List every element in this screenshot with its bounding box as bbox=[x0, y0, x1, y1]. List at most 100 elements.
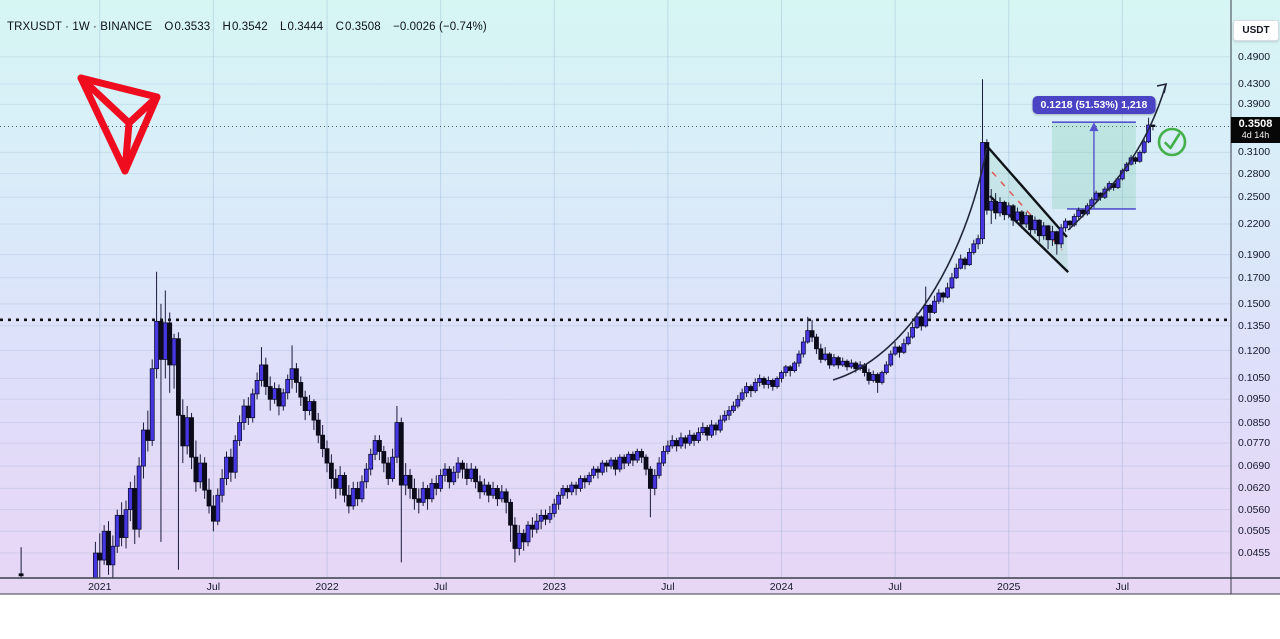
candle-body bbox=[232, 440, 238, 473]
candle-body bbox=[613, 459, 618, 470]
candle-body bbox=[962, 258, 968, 266]
candle-body bbox=[975, 238, 981, 245]
candle-body bbox=[547, 513, 553, 520]
candle-body bbox=[1133, 157, 1138, 162]
candle-body bbox=[438, 474, 444, 489]
candle-body bbox=[1028, 215, 1033, 231]
symbol-title[interactable]: TRXUSDT · 1W · BINANCE bbox=[7, 21, 153, 33]
candle-body bbox=[779, 372, 784, 379]
candle-body bbox=[346, 494, 352, 507]
candle-body bbox=[940, 292, 946, 298]
candle-body bbox=[215, 494, 221, 522]
candle-body bbox=[1045, 225, 1051, 241]
candle-body bbox=[473, 468, 478, 483]
candle-body bbox=[1023, 215, 1029, 225]
candle-body bbox=[910, 327, 915, 338]
candle-body bbox=[1058, 227, 1064, 245]
candle-body bbox=[630, 453, 636, 461]
candle-body bbox=[927, 304, 933, 313]
candle-body bbox=[385, 462, 391, 479]
candle-body bbox=[272, 388, 277, 400]
candle-body bbox=[883, 364, 889, 373]
price-axis-label: 0.0505 bbox=[1238, 525, 1271, 538]
channel-midline bbox=[991, 171, 1063, 251]
trend-curve-1[interactable] bbox=[832, 147, 988, 381]
candle-body bbox=[626, 453, 631, 464]
candle-body bbox=[617, 456, 623, 470]
price-range-measure-label[interactable]: 0.1218 (51.53%) 1,218 bbox=[1032, 96, 1156, 114]
candle-body bbox=[757, 378, 763, 383]
candle-body bbox=[765, 380, 771, 385]
price-axis-label: 0.0950 bbox=[1238, 393, 1271, 406]
candle-body bbox=[202, 462, 208, 491]
candle-body bbox=[879, 372, 885, 383]
price-axis-label: 0.3900 bbox=[1238, 98, 1271, 111]
candle-body bbox=[219, 478, 225, 496]
candle-body bbox=[394, 422, 400, 458]
candle-body bbox=[241, 405, 247, 423]
candle-body bbox=[101, 530, 107, 561]
plot-area[interactable] bbox=[0, 0, 1231, 639]
candle-body bbox=[1015, 211, 1020, 221]
candle-body bbox=[892, 346, 898, 355]
candle-body bbox=[665, 445, 671, 452]
candle-body bbox=[656, 462, 662, 476]
candle-body bbox=[307, 401, 312, 412]
candle-body bbox=[639, 451, 645, 458]
candle-body bbox=[652, 474, 658, 489]
candle-body bbox=[1006, 205, 1012, 216]
candle-body bbox=[363, 468, 369, 483]
candle-body bbox=[770, 380, 776, 387]
candle-body bbox=[184, 417, 190, 447]
candle-body bbox=[538, 514, 544, 522]
candle-body bbox=[713, 424, 719, 431]
candle-body bbox=[499, 491, 505, 500]
candle-body bbox=[936, 292, 942, 302]
candle-body bbox=[897, 346, 902, 353]
channel-upper-trendline[interactable] bbox=[985, 145, 1068, 238]
candle-body bbox=[490, 488, 496, 496]
trend-curve-2[interactable] bbox=[1067, 83, 1167, 231]
candle-body bbox=[398, 422, 404, 486]
candle-body bbox=[578, 478, 583, 489]
candle-body bbox=[403, 474, 409, 486]
price-axis-label: 0.1050 bbox=[1238, 372, 1271, 385]
candle-body bbox=[569, 484, 575, 493]
candle-body bbox=[744, 386, 749, 394]
candle-body bbox=[263, 364, 269, 387]
candle-body bbox=[93, 552, 98, 578]
tron-logo-icon bbox=[77, 74, 161, 175]
candle-body bbox=[696, 432, 701, 441]
candle-body bbox=[106, 530, 111, 566]
candle-body bbox=[1001, 201, 1007, 216]
candle-body bbox=[809, 330, 815, 338]
candle-body bbox=[210, 505, 216, 522]
candle-body bbox=[534, 520, 540, 530]
candle-body bbox=[167, 322, 173, 366]
candle-body bbox=[835, 357, 841, 366]
currency-toggle-button[interactable]: USDT bbox=[1233, 20, 1279, 41]
candle-body bbox=[481, 484, 487, 493]
candle-body bbox=[953, 267, 959, 279]
candle-body bbox=[870, 374, 876, 381]
candle-body bbox=[97, 552, 103, 561]
ohlc-change: −0.0026 (−0.74%) bbox=[393, 21, 487, 33]
candle-body bbox=[1054, 231, 1060, 245]
candle-body bbox=[682, 437, 688, 444]
candle-body bbox=[984, 142, 990, 211]
time-axis-label: 2025 bbox=[997, 581, 1021, 593]
candle-body bbox=[661, 451, 666, 464]
candle-body bbox=[888, 353, 894, 366]
candle-body bbox=[328, 462, 334, 479]
candle-body bbox=[958, 258, 964, 269]
candle-body bbox=[433, 483, 439, 489]
candle-body bbox=[700, 427, 706, 434]
candle-body bbox=[591, 468, 596, 476]
candle-body bbox=[949, 277, 955, 289]
candle-body bbox=[176, 338, 181, 416]
last-price-tag: 0.3508 4d 14h bbox=[1231, 116, 1280, 143]
candle-body bbox=[752, 382, 758, 392]
candle-body bbox=[582, 478, 588, 483]
candle-body bbox=[796, 353, 802, 364]
